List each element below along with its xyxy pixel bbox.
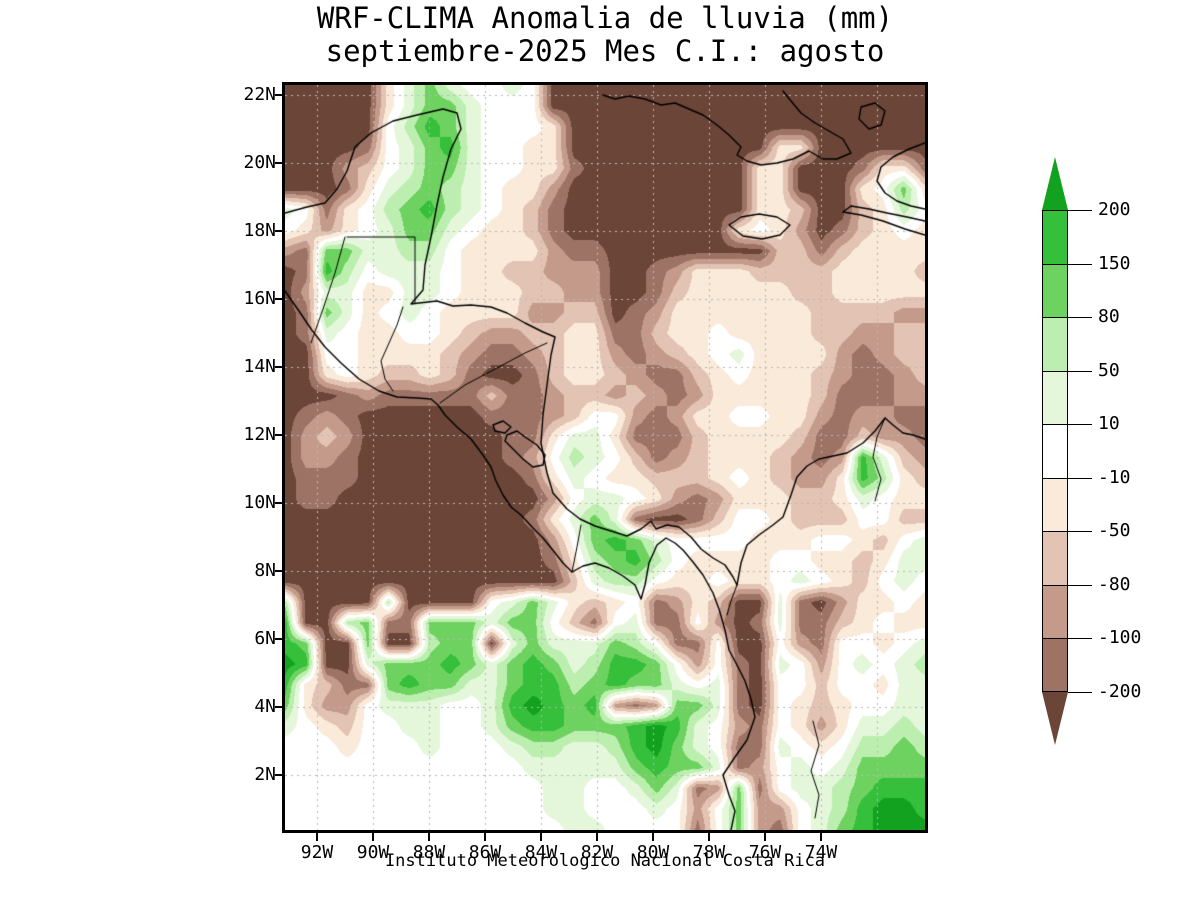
colorbar-segment xyxy=(1042,638,1068,692)
colorbar-tick xyxy=(1068,692,1092,693)
colorbar-tick-label: 10 xyxy=(1098,413,1120,434)
colorbar-tick-label: 50 xyxy=(1098,360,1120,381)
lat-tick-label: 16N xyxy=(243,288,276,309)
lon-tick xyxy=(428,833,430,841)
lat-tick xyxy=(275,230,282,232)
colorbar-tick xyxy=(1068,478,1092,479)
colorbar-segment xyxy=(1042,477,1068,531)
lat-tick-label: 14N xyxy=(243,356,276,377)
lon-tick-label: 92W xyxy=(300,842,334,863)
lon-tick-label: 74W xyxy=(804,842,838,863)
lat-tick xyxy=(275,298,282,300)
chart-title-line2: septiembre-2025 Mes C.I.: agosto xyxy=(325,34,885,68)
lat-tick-label: 12N xyxy=(243,424,276,445)
source-caption: Instituto Meteorologico Nacional Costa R… xyxy=(384,851,826,871)
colorbar-segment xyxy=(1042,584,1068,638)
colorbar: 200 150 80 50 10 -10 -50 -80 -100 -200 xyxy=(1042,155,1182,760)
colorbar-segment xyxy=(1042,424,1068,478)
colorbar-tick-label: -100 xyxy=(1098,627,1142,648)
colorbar-segment xyxy=(1042,531,1068,585)
lon-tick xyxy=(372,833,374,841)
lon-tick xyxy=(764,833,766,841)
lon-tick-label: 90W xyxy=(356,842,390,863)
colorbar-segment xyxy=(1042,317,1068,371)
colorbar-tick-label: 150 xyxy=(1098,253,1131,274)
lat-tick xyxy=(275,570,282,572)
chart-title: WRF-CLIMA Anomalia de lluvia (mm) septie… xyxy=(200,2,1010,68)
lon-tick xyxy=(316,833,318,841)
lat-tick xyxy=(275,162,282,164)
lon-tick-label: 76W xyxy=(748,842,782,863)
lat-tick-label: 10N xyxy=(243,492,276,513)
colorbar-tick xyxy=(1068,638,1092,639)
lat-tick-label: 22N xyxy=(243,84,276,105)
lon-tick-label: 78W xyxy=(692,842,726,863)
lat-tick xyxy=(275,434,282,436)
lat-tick-label: 6N xyxy=(254,628,276,649)
colorbar-tick-label: -80 xyxy=(1098,574,1131,595)
precip-anomaly-field-canvas xyxy=(285,85,925,830)
lon-tick xyxy=(708,833,710,841)
lat-tick xyxy=(275,638,282,640)
colorbar-tick-label: -200 xyxy=(1098,681,1142,702)
lat-tick xyxy=(275,366,282,368)
lat-tick-label: 2N xyxy=(254,764,276,785)
colorbar-arrow-up xyxy=(1042,157,1068,210)
lon-tick xyxy=(484,833,486,841)
colorbar-tick xyxy=(1068,264,1092,265)
colorbar-tick xyxy=(1068,531,1092,532)
colorbar-tick xyxy=(1068,585,1092,586)
lon-tick-label: 80W xyxy=(636,842,670,863)
colorbar-arrow-down xyxy=(1042,691,1068,745)
colorbar-tick xyxy=(1068,424,1092,425)
colorbar-tick xyxy=(1068,371,1092,372)
colorbar-tick-label: 80 xyxy=(1098,306,1120,327)
chart-title-line1: WRF-CLIMA Anomalia de lluvia (mm) xyxy=(316,1,894,35)
colorbar-tick xyxy=(1068,210,1092,211)
colorbar-segment xyxy=(1042,263,1068,317)
lat-tick-label: 18N xyxy=(243,220,276,241)
lon-tick-label: 84W xyxy=(524,842,558,863)
lat-tick xyxy=(275,774,282,776)
map-plot-area xyxy=(282,82,928,833)
lat-tick-label: 8N xyxy=(254,560,276,581)
lat-tick xyxy=(275,502,282,504)
colorbar-segment xyxy=(1042,210,1068,264)
lon-tick xyxy=(652,833,654,841)
lat-tick-label: 4N xyxy=(254,696,276,717)
lon-tick-label: 86W xyxy=(468,842,502,863)
lat-tick-label: 20N xyxy=(243,152,276,173)
lat-tick xyxy=(275,94,282,96)
colorbar-tick-label: -10 xyxy=(1098,467,1131,488)
colorbar-tick-label: 200 xyxy=(1098,199,1131,220)
colorbar-tick-label: -50 xyxy=(1098,520,1131,541)
lon-tick xyxy=(820,833,822,841)
lon-tick xyxy=(540,833,542,841)
lon-tick-label: 88W xyxy=(412,842,446,863)
lon-tick xyxy=(596,833,598,841)
lat-tick xyxy=(275,706,282,708)
colorbar-segment xyxy=(1042,370,1068,424)
lon-tick-label: 82W xyxy=(580,842,614,863)
colorbar-tick xyxy=(1068,317,1092,318)
